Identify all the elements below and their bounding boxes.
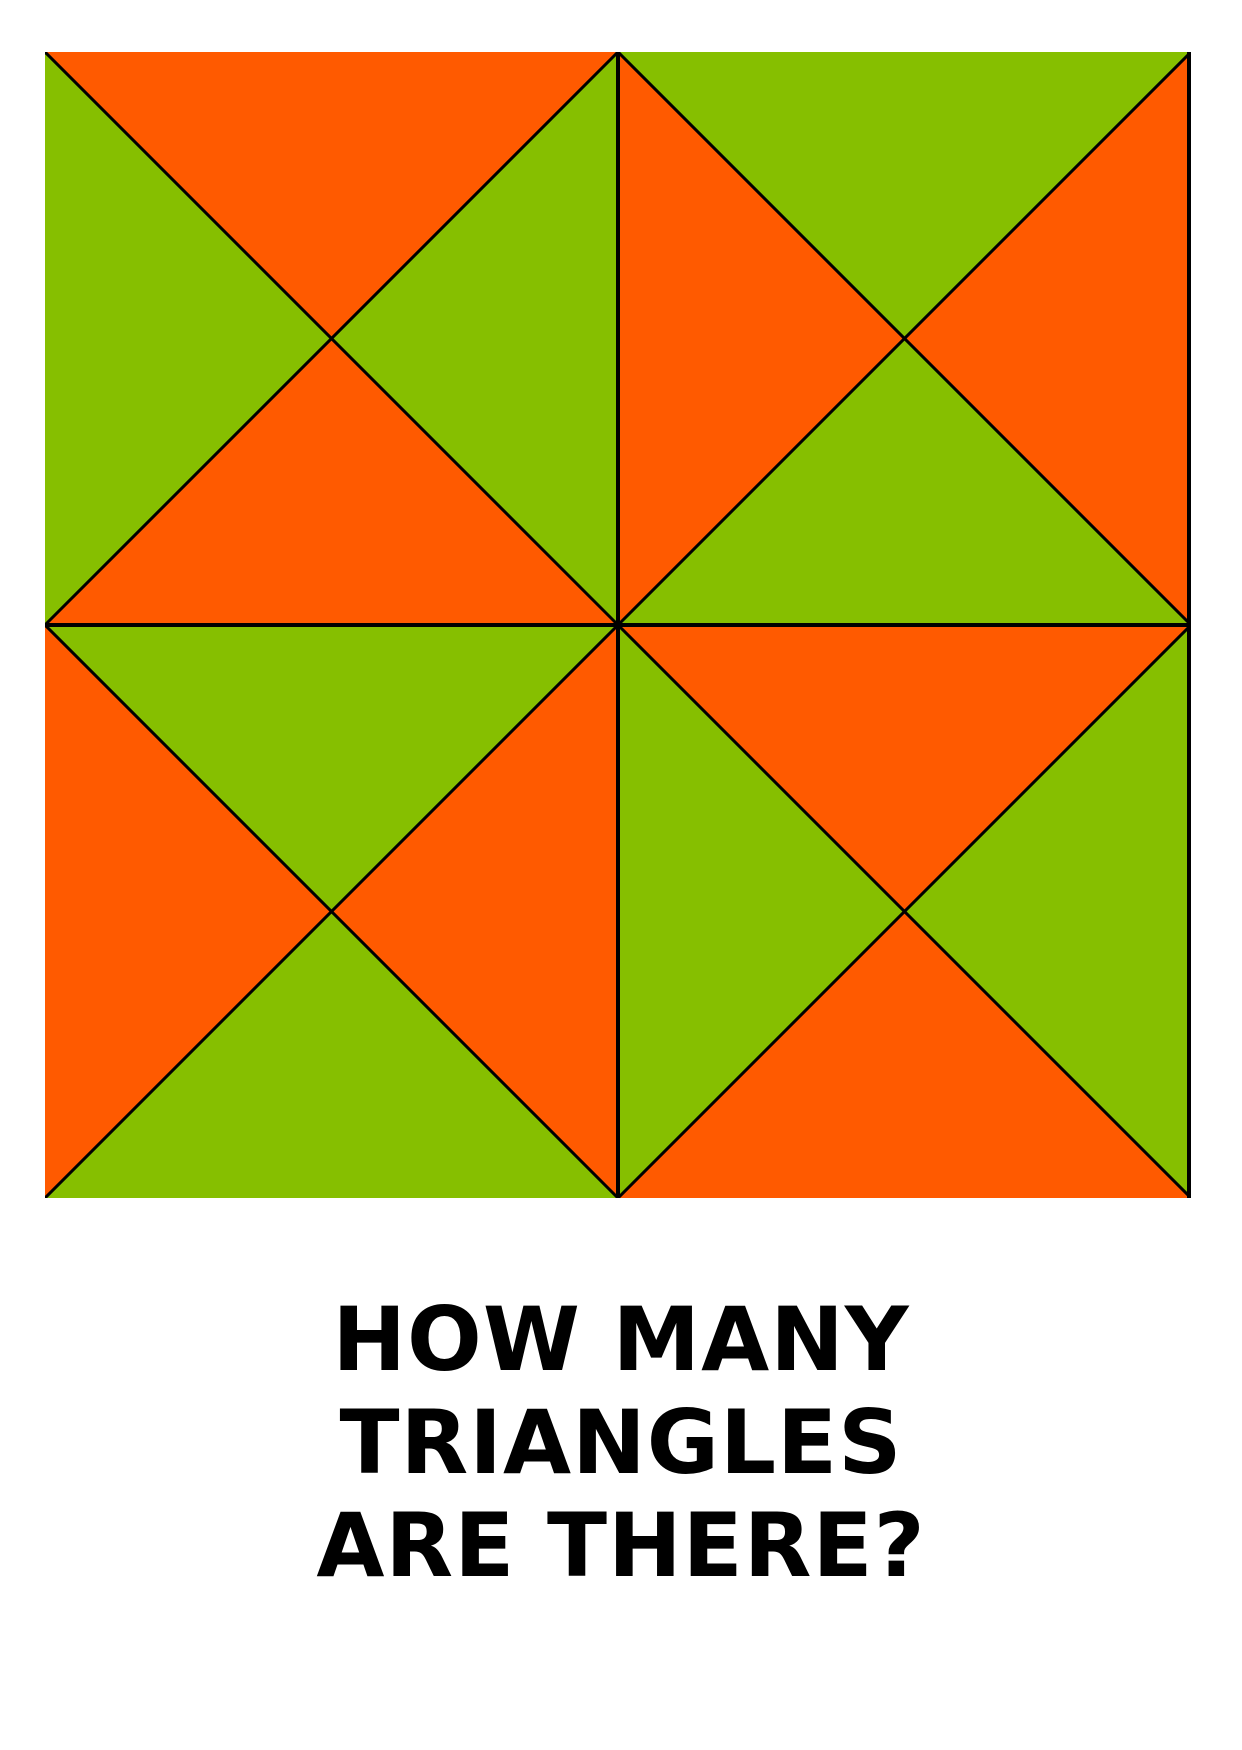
question-line-3: ARE THERE? xyxy=(316,1494,926,1597)
question-line-1: HOW MANY xyxy=(332,1288,910,1391)
triangle-puzzle-figure xyxy=(45,52,1191,1198)
diagonal-bottom-right-2 xyxy=(616,623,1191,1198)
question-line-2: TRIANGLES xyxy=(339,1391,903,1494)
diagonal-bottom-left-2 xyxy=(45,623,620,1198)
triangle-puzzle-svg xyxy=(45,52,1191,1198)
diagonal-top-right-2 xyxy=(616,52,1191,627)
puzzle-question: HOW MANY TRIANGLES ARE THERE? xyxy=(0,1288,1242,1597)
diagonal-top-left-2 xyxy=(45,52,620,627)
